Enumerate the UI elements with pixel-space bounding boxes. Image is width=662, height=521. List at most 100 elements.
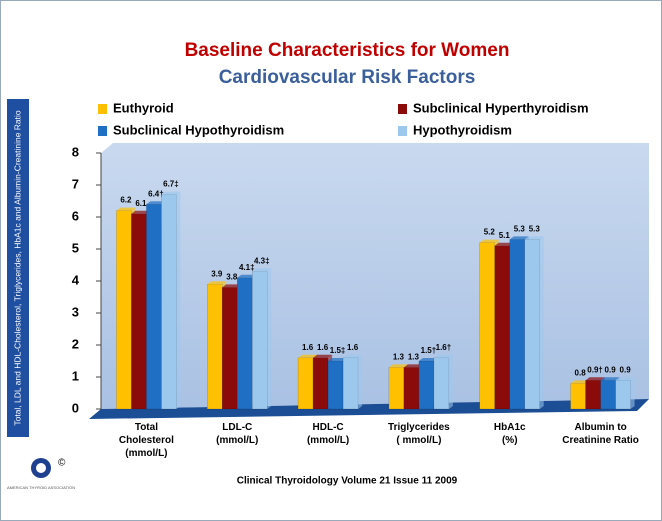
- legend-label: Hypothyroidism: [413, 122, 512, 137]
- value-label: 5.1: [499, 231, 511, 240]
- bar: [524, 239, 540, 410]
- bar-top: [585, 377, 605, 381]
- bar: [297, 357, 314, 410]
- value-label: 5.3: [529, 225, 541, 234]
- value-label: 4.1‡: [239, 263, 255, 272]
- back-wall: [101, 143, 649, 409]
- x-tick-label: HDL-C (mmol/L): [306, 422, 350, 446]
- bar: [312, 357, 329, 410]
- bar-top: [237, 274, 257, 278]
- bar: [585, 379, 601, 410]
- bar-side: [539, 236, 544, 409]
- logo-mark: ©: [58, 458, 66, 469]
- bar-top: [524, 236, 544, 240]
- bar: [222, 287, 238, 410]
- value-label: 0.8: [575, 369, 587, 378]
- value-label: 6.2: [120, 196, 132, 205]
- value-label: 0.9†: [587, 365, 603, 374]
- bar-top: [509, 236, 529, 240]
- y-tick-label: 0: [72, 400, 79, 415]
- x-tick-label: LDL-C (mmol/L): [216, 422, 259, 446]
- bar: [403, 367, 420, 410]
- value-label: 0.9: [620, 365, 632, 374]
- bar: [479, 242, 495, 410]
- bar-side: [358, 354, 363, 409]
- legend-label: Euthyroid: [113, 100, 174, 115]
- bar-top: [161, 191, 181, 195]
- y-tick-label: 6: [72, 208, 79, 223]
- value-label: 1.6†: [436, 343, 452, 352]
- bar: [327, 360, 344, 410]
- y-tick-label: 4: [72, 272, 80, 287]
- chart-subtitle: Cardiovascular Risk Factors: [219, 67, 476, 88]
- bar-top: [116, 207, 136, 211]
- value-label: 6.4†: [148, 189, 164, 198]
- bar: [146, 203, 162, 410]
- bar-top: [222, 284, 242, 288]
- bar: [600, 379, 616, 410]
- bar: [131, 213, 147, 410]
- legend-swatch: [398, 126, 407, 136]
- bar: [494, 245, 510, 410]
- bar: [418, 360, 435, 410]
- bar-top: [418, 358, 438, 361]
- bar-top: [146, 201, 166, 205]
- chart-title: Baseline Characteristics for Women: [185, 40, 510, 61]
- legend-swatch: [98, 104, 107, 114]
- value-label: 5.2: [484, 228, 496, 237]
- legend-swatch: [98, 126, 107, 136]
- bar: [433, 357, 450, 410]
- y-tick-label: 1: [72, 368, 79, 383]
- y-tick-label: 5: [72, 240, 79, 255]
- bar-top: [433, 354, 453, 358]
- x-tick-label: HbA1c (%): [493, 422, 526, 446]
- bar-top: [298, 354, 318, 358]
- y-label-band: [7, 99, 29, 437]
- bar-top: [207, 281, 227, 285]
- bar: [207, 283, 223, 410]
- value-label: 3.9: [211, 269, 223, 278]
- logo-inner: [36, 463, 46, 473]
- value-label: 4.3‡: [254, 257, 270, 266]
- legend-swatch: [398, 104, 407, 114]
- value-label: 1.5†: [421, 346, 437, 355]
- y-tick-label: 3: [72, 304, 79, 319]
- legend-label: Subclinical Hyperthyroidism: [413, 100, 589, 115]
- footer: Clinical Thyroidology Volume 21 Issue 11…: [237, 476, 458, 487]
- x-tick-label: Albumin to Creatinine Ratio: [562, 422, 639, 446]
- y-tick-label: 7: [72, 176, 79, 191]
- value-label: 1.6: [302, 343, 314, 352]
- bar: [570, 383, 586, 410]
- bar-top: [313, 354, 333, 358]
- value-label: 1.3: [393, 353, 405, 362]
- bar: [615, 379, 631, 410]
- y-tick-label: 2: [72, 336, 79, 351]
- value-label: 5.3: [514, 225, 526, 234]
- bar-top: [388, 364, 408, 368]
- bar-side: [630, 377, 635, 409]
- bar-top: [570, 380, 590, 384]
- bar-top: [403, 364, 423, 368]
- bar-top: [131, 210, 151, 214]
- bar: [116, 210, 132, 410]
- value-label: 1.3: [408, 353, 420, 362]
- bar: [342, 357, 359, 410]
- bar-top: [479, 239, 499, 243]
- value-label: 1.6: [347, 343, 359, 352]
- bar-top: [343, 354, 363, 358]
- bar: [237, 277, 253, 410]
- bar-top: [615, 377, 635, 381]
- value-label: 1.5‡: [330, 346, 346, 355]
- bar: [388, 367, 405, 410]
- x-tick-label: Total Cholesterol (mmol/L): [118, 422, 174, 459]
- bar: [509, 239, 525, 410]
- y-axis-label: Total, LDL and HDL-Cholesterol, Triglyce…: [12, 110, 22, 426]
- bar-side: [448, 354, 453, 409]
- x-tick-label: Triglycerides ( mmol/L): [388, 422, 450, 446]
- bar-top: [494, 242, 514, 246]
- bar-top: [252, 268, 272, 272]
- bar: [161, 194, 177, 410]
- logo-text: AMERICAN THYROID ASSOCIATION: [7, 485, 75, 490]
